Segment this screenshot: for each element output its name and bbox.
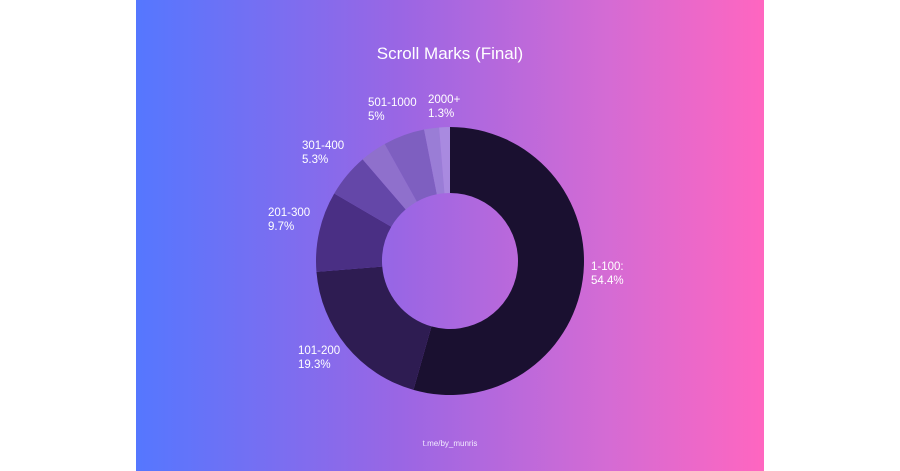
- slice-category-label: 2000+: [428, 94, 461, 106]
- slice-value-label: 9.7%: [268, 221, 294, 233]
- footer-credit: t.me/by_munris: [422, 439, 478, 448]
- slice-category-label: 101-200: [298, 345, 340, 357]
- slice-label-4: 501-1000 5%: [368, 97, 417, 123]
- donut-chart: 1-100: 54.4% 101-200 19.3% 201-300 9.7% 301-40…: [268, 94, 624, 395]
- chart-panel: Scroll Marks (Final) 1-100: 54.4% 101-200 1…: [136, 0, 764, 471]
- donut-slice-2: [316, 193, 392, 272]
- donut-slice-5: [439, 127, 450, 194]
- donut-slice-4: [384, 129, 437, 202]
- donut-slice-3: [334, 159, 406, 227]
- donut-slice-unlabeled-u0: [362, 143, 417, 210]
- slice-category-label: 301-400: [302, 140, 344, 152]
- slice-label-3: 301-400 5.3%: [302, 140, 344, 166]
- slice-category-label: 201-300: [268, 207, 310, 219]
- slice-value-label: 19.3%: [298, 359, 331, 371]
- chart-title: Scroll Marks (Final): [376, 44, 524, 63]
- slice-label-2: 201-300 9.7%: [268, 207, 310, 233]
- slice-value-label: 5.3%: [302, 154, 328, 166]
- donut-slice-1: [316, 266, 432, 390]
- slice-label-1: 101-200 19.3%: [298, 345, 340, 371]
- slice-value-label: 1.3%: [428, 108, 454, 120]
- slice-value-label: 54.4%: [591, 275, 624, 287]
- slice-value-label: 5%: [368, 111, 385, 123]
- donut-slice-0: [413, 127, 584, 395]
- slice-label-5: 2000+ 1.3%: [428, 94, 461, 120]
- donut-slice-unlabeled-u1: [424, 127, 445, 195]
- slice-label-0: 1-100: 54.4%: [591, 261, 624, 287]
- slice-category-label: 1-100:: [591, 261, 624, 273]
- slice-category-label: 501-1000: [368, 97, 417, 109]
